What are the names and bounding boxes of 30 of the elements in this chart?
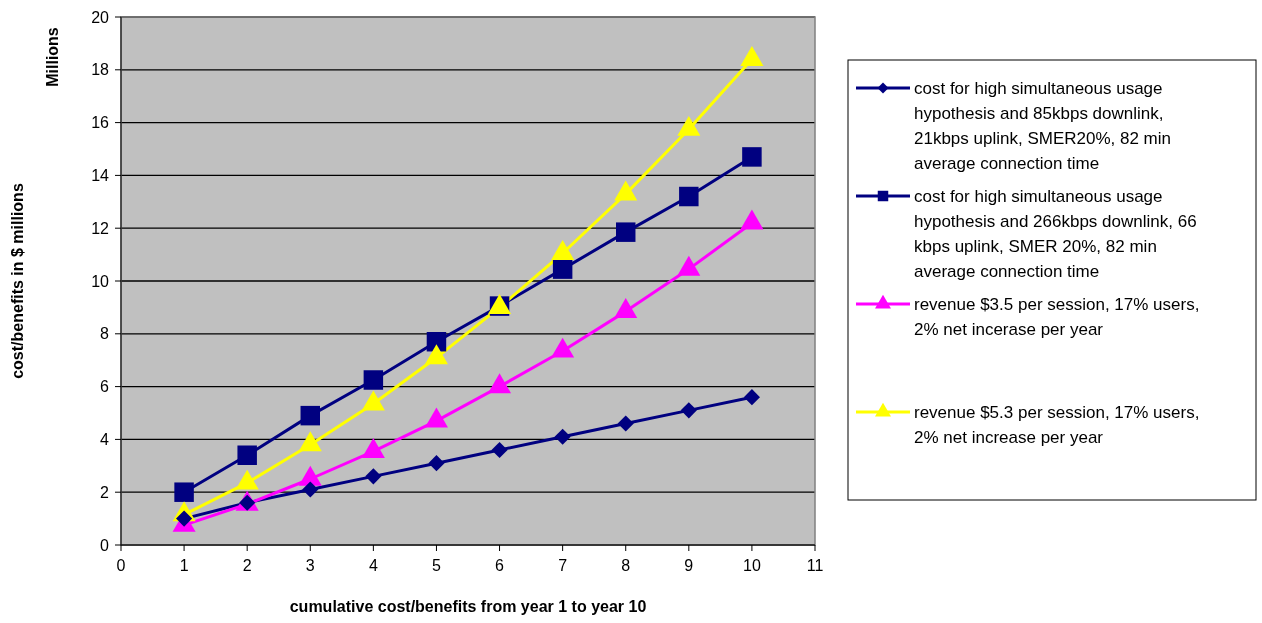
legend-label: revenue $3.5 per session, 17% users, 2% net incerase per year <box>914 295 1200 339</box>
x-tick-label: 6 <box>495 557 505 574</box>
legend-label: cost for high simultaneous usage hypothesis and 266kbps downlink, 66 kbps uplink, SMER 20%, 82 min average connection time <box>914 187 1197 281</box>
x-tick-label: 4 <box>368 557 378 574</box>
x-tick-label: 5 <box>432 557 441 574</box>
y-tick-label: 16 <box>91 114 110 132</box>
x-axis-title: cumulative cost/benefits from year 1 to year 10 <box>289 598 647 615</box>
x-tick-label: 0 <box>116 557 126 574</box>
legend-label: cost for high simultaneous usage hypothesis and 85kbps downlink, 21kbps uplink, SMER20%, 82 min average connection time <box>914 79 1172 173</box>
y-tick-label: 14 <box>91 167 110 184</box>
x-tick-label: 3 <box>305 557 315 574</box>
x-tick-label: 7 <box>558 557 568 574</box>
x-tick-label: 2 <box>242 557 252 574</box>
x-tick-label: 1 <box>179 557 189 574</box>
y-axis-title: cost/benefits in $ millions <box>9 183 26 379</box>
y-tick-label: 10 <box>91 272 110 290</box>
y-tick-label: 12 <box>91 219 110 237</box>
y-tick-label: 0 <box>100 536 110 554</box>
text: Millions <box>44 27 61 87</box>
x-tick-label: 8 <box>621 557 631 574</box>
y-tick-label: 6 <box>100 378 110 396</box>
y-tick-label: 20 <box>91 8 110 26</box>
y-tick-label: 4 <box>100 431 110 448</box>
y-tick-label: 2 <box>100 483 110 501</box>
y-tick-label: 8 <box>100 325 110 343</box>
y-tick-label: 18 <box>91 61 110 79</box>
legend-label: revenue $5.3 per session, 17% users, 2% net increase per year <box>914 403 1200 447</box>
x-tick-label: 9 <box>684 557 694 574</box>
x-tick-label: 11 <box>806 557 824 574</box>
x-tick-label: 10 <box>743 557 761 574</box>
